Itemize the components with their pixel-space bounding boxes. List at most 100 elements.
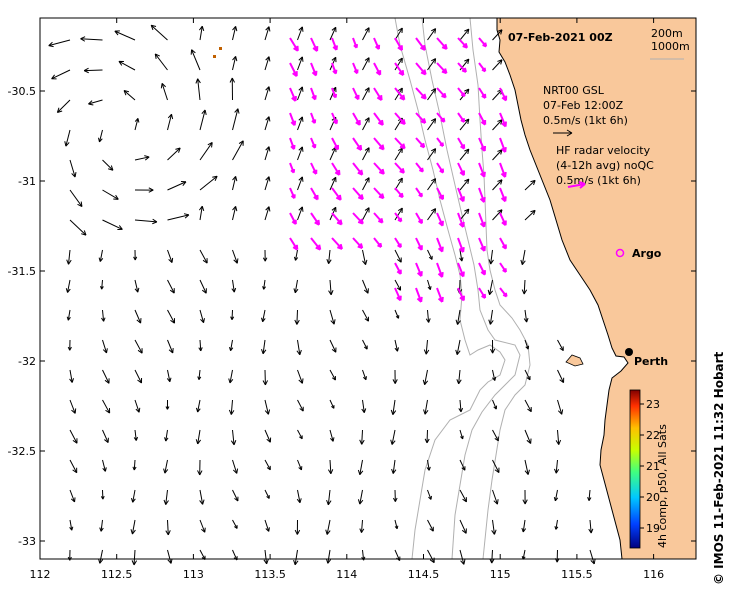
- y-tick-label: -33: [18, 535, 36, 548]
- current-vector: [98, 129, 103, 143]
- current-vector-head: [232, 26, 238, 32]
- current-vector: [154, 53, 168, 71]
- current-vector-head: [234, 108, 240, 114]
- current-vector-head: [56, 107, 63, 113]
- current-vector-head: [180, 181, 187, 186]
- current-vector: [264, 206, 270, 221]
- current-vector: [557, 399, 563, 415]
- current-vector-head: [521, 289, 528, 295]
- hf-radar-vector-head: [480, 245, 486, 252]
- current-vector: [134, 399, 140, 413]
- x-tick-label: 112: [30, 568, 51, 581]
- current-vector: [394, 249, 402, 263]
- current-vector: [134, 339, 143, 354]
- current-vector-head: [262, 380, 269, 386]
- hf-radar-vector: [352, 187, 364, 200]
- current-vector: [329, 177, 337, 191]
- current-vector: [459, 178, 470, 191]
- current-vector-head: [497, 119, 503, 125]
- current-vector-head: [331, 206, 337, 213]
- current-vector: [102, 339, 108, 354]
- current-vector-head: [133, 436, 139, 441]
- current-vector-head: [65, 288, 71, 293]
- hf-radar-vector-head: [462, 42, 468, 49]
- current-vector-head: [108, 165, 114, 171]
- hf-radar-vector-head: [397, 45, 403, 51]
- current-vector: [264, 146, 270, 161]
- current-vector-head: [72, 438, 78, 444]
- current-vector-head: [361, 556, 366, 561]
- hf-radar-vector: [415, 87, 427, 100]
- current-vector-head: [170, 318, 176, 324]
- current-vector: [232, 549, 238, 561]
- current-vector: [458, 369, 461, 384]
- current-vector-head: [298, 378, 304, 384]
- hf-label-line3: 0.5m/s (1kt 6h): [556, 174, 641, 187]
- hf-radar-vector-head: [399, 143, 406, 150]
- current-vector: [264, 86, 270, 101]
- current-vector: [165, 429, 168, 442]
- hf-radar-vector-head: [501, 121, 507, 128]
- y-tick-label: -32: [18, 355, 36, 368]
- colorbar-tick-label: 23: [646, 398, 660, 411]
- hf-radar-vector-head: [416, 271, 423, 277]
- current-vector: [427, 279, 431, 290]
- current-vector: [362, 399, 365, 413]
- current-vector: [297, 489, 301, 503]
- current-vector-head: [522, 499, 528, 505]
- current-vector-head: [331, 347, 337, 353]
- current-vector-head: [264, 409, 271, 415]
- current-vector-head: [526, 438, 532, 444]
- current-vector-head: [198, 347, 203, 352]
- current-vector-head: [329, 437, 335, 442]
- depth-label-1000: 1000m: [651, 40, 690, 53]
- current-vector-head: [98, 558, 104, 564]
- hf-radar-vector: [394, 62, 405, 76]
- current-vector-head: [265, 86, 271, 92]
- current-vector-head: [364, 147, 370, 153]
- current-vector: [589, 519, 592, 534]
- current-vector-head: [228, 378, 234, 384]
- current-vector: [459, 148, 470, 161]
- hf-radar-vector-head: [441, 68, 448, 75]
- current-vectors: [48, 24, 596, 566]
- colorbar-tick-label: 19: [646, 522, 660, 535]
- current-vector: [199, 109, 206, 131]
- current-vector-head: [261, 349, 267, 355]
- current-vector: [424, 399, 428, 415]
- current-vector: [491, 549, 493, 564]
- hf-radar-vector-head: [291, 219, 297, 225]
- current-vector-head: [67, 346, 72, 351]
- current-vector-head: [200, 318, 205, 324]
- hf-radar-vector: [373, 162, 385, 175]
- current-vector: [100, 519, 103, 532]
- current-vector-head: [80, 36, 86, 42]
- current-vector-head: [265, 26, 271, 32]
- hf-radar-vector-head: [399, 119, 406, 126]
- current-vector-head: [330, 319, 336, 325]
- current-vector-head: [102, 467, 107, 472]
- current-vector-head: [160, 83, 166, 89]
- hf-radar-vector-head: [291, 95, 297, 102]
- current-vector-head: [521, 556, 526, 560]
- current-vector-head: [113, 194, 119, 200]
- hf-radar-vector: [310, 212, 320, 226]
- current-vector-head: [117, 225, 123, 231]
- current-vector-head: [455, 319, 461, 325]
- current-vector-head: [525, 345, 530, 350]
- current-vector: [522, 549, 526, 560]
- hf-radar-vector-head: [480, 120, 487, 126]
- x-axis: 112 112.5 113 113.5 114 114.5 115 115.5 116: [30, 18, 664, 581]
- current-vector-head: [557, 409, 564, 415]
- current-vector-head: [190, 49, 196, 55]
- current-vector: [297, 429, 303, 440]
- current-vector: [362, 549, 365, 561]
- current-vector-head: [489, 558, 495, 564]
- current-vector: [65, 129, 71, 147]
- current-vector: [69, 189, 83, 207]
- current-vector: [262, 339, 266, 354]
- current-vector-head: [464, 88, 470, 95]
- hf-radar-vector: [457, 212, 465, 228]
- current-vector: [297, 206, 303, 221]
